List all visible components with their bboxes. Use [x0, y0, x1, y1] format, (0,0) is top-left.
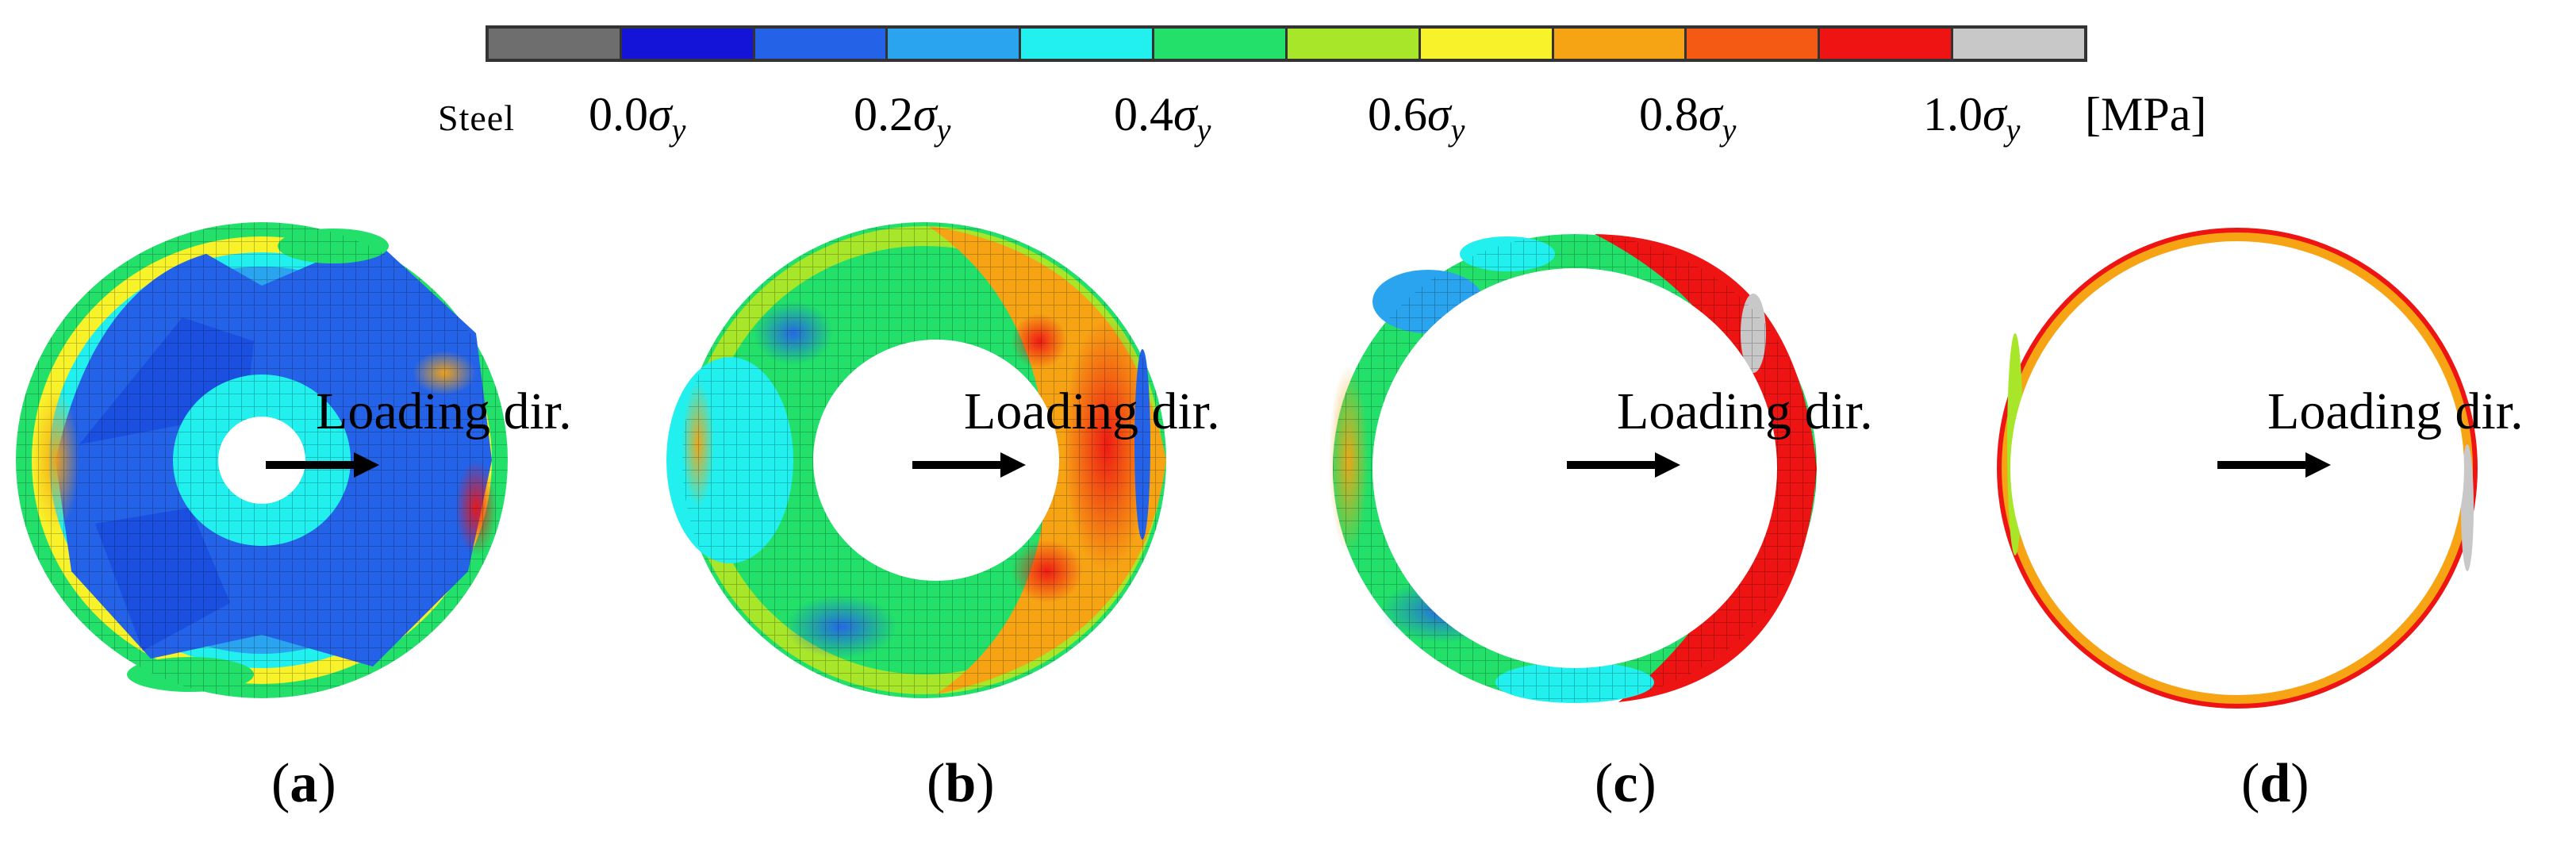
panel-a-caption: (a): [271, 753, 336, 814]
colorbar-swatch-6: [1287, 29, 1421, 59]
colorbar-swatch-11: [1953, 29, 2084, 59]
legend-tick-3: 0.6σy: [1368, 88, 1465, 148]
colorbar-swatch-4: [1021, 29, 1155, 59]
colorbar-swatch-7: [1420, 29, 1554, 59]
panel-a-contour: [16, 222, 508, 698]
legend-steel-label: Steel: [438, 98, 515, 138]
legend-tick-2: 0.4σy: [1114, 88, 1211, 148]
legend-tick-4: 0.8σy: [1639, 88, 1737, 148]
colorbar-swatch-10: [1820, 29, 1954, 59]
panel-a-annotation: Loading dir.: [316, 382, 572, 440]
legend-tick-0: 0.0σy: [589, 88, 686, 148]
panel-b-contour: [666, 222, 1166, 698]
colorbar-swatch-3: [888, 29, 1022, 59]
stress-colorbar: [486, 25, 2087, 62]
panel-c-annotation: Loading dir.: [1617, 382, 1873, 440]
panel-d-annotation: Loading dir.: [2267, 382, 2524, 440]
colorbar-swatch-1: [621, 29, 755, 59]
colorbar-swatch-8: [1553, 29, 1687, 59]
legend-unit: [MPa]: [2085, 88, 2207, 140]
panel-b-annotation: Loading dir.: [964, 382, 1220, 440]
colorbar-swatch-2: [754, 29, 889, 59]
legend-tick-1: 0.2σy: [854, 88, 951, 148]
legend-tick-5: 1.0σy: [1923, 88, 2021, 148]
panel-d-caption: (d): [2241, 753, 2309, 814]
colorbar-swatch-0: [489, 29, 622, 59]
colorbar-swatch-9: [1687, 29, 1821, 59]
panel-b-caption: (b): [927, 753, 995, 814]
panel-c-caption: (c): [1595, 753, 1657, 814]
colorbar-swatch-5: [1154, 29, 1288, 59]
